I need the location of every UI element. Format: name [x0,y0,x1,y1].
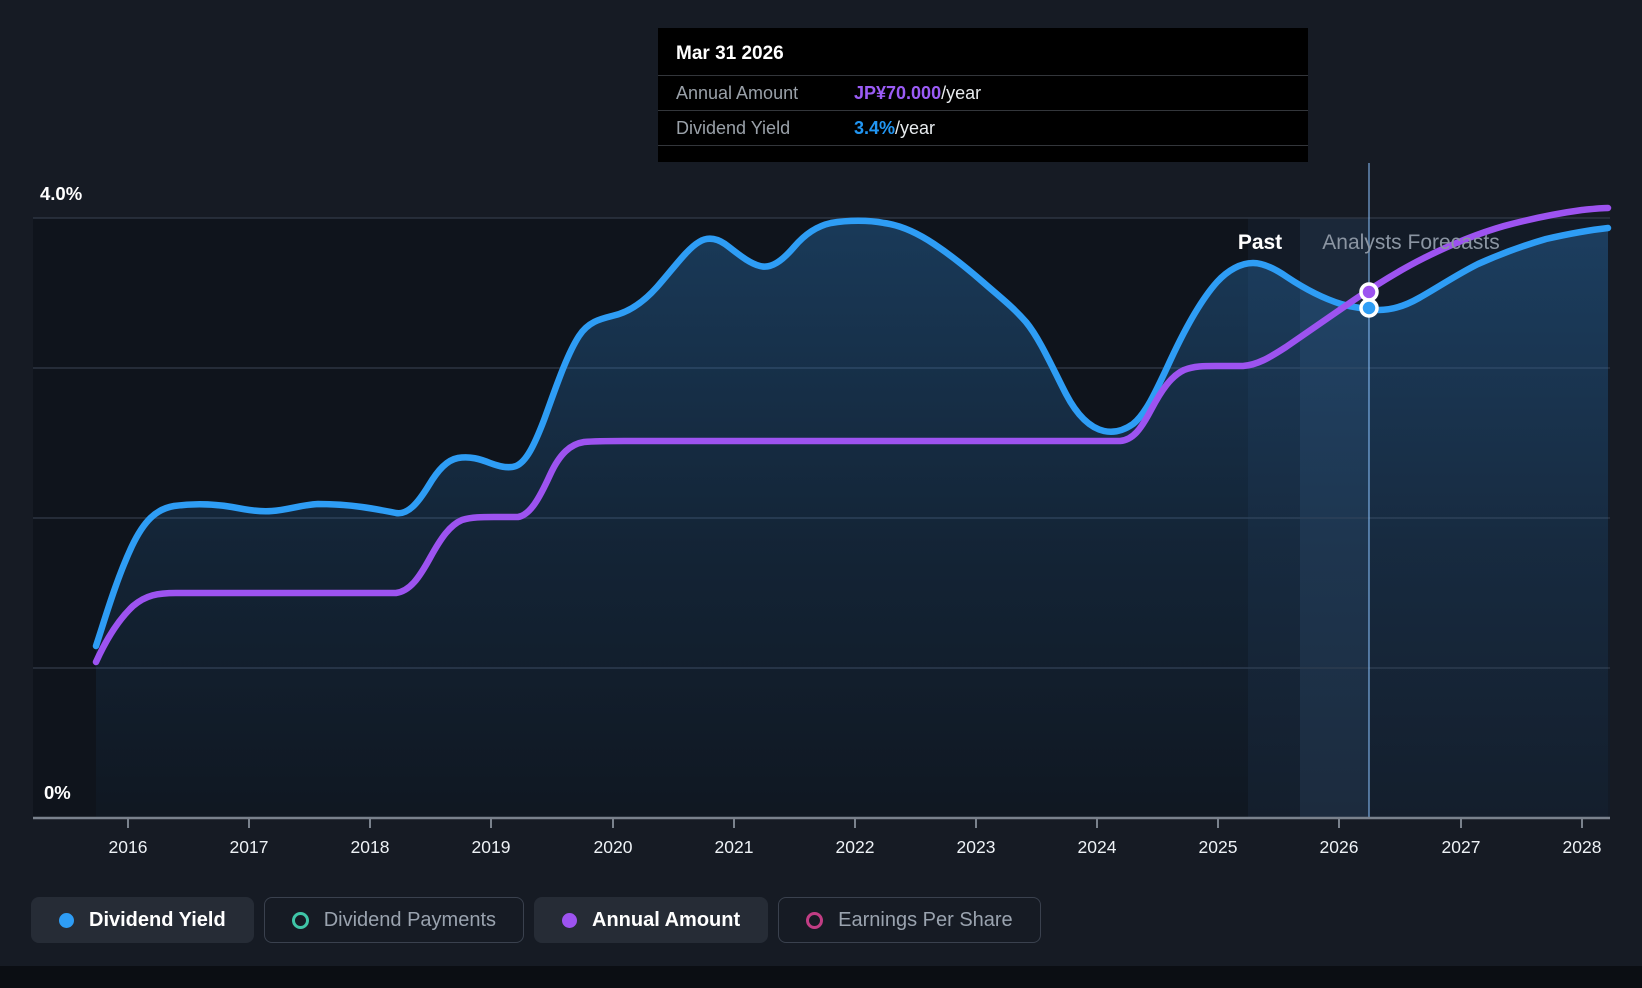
tooltip-unit: /year [895,117,936,138]
x-tick-label: 2026 [1320,837,1359,857]
past-label: Past [1238,231,1282,254]
x-tick-label: 2018 [351,837,390,857]
tooltip-date: Mar 31 2026 [658,28,1308,76]
x-tick-label: 2020 [594,837,633,857]
tooltip-unit: /year [941,82,982,103]
x-tick-label: 2021 [715,837,754,857]
dividend-yield-dot-icon [59,912,74,928]
x-tick-label: 2025 [1199,837,1238,857]
analysts-forecasts-label: Analysts Forecasts [1322,231,1499,254]
y-axis-label-top: 4.0% [40,183,82,204]
chart-legend: Dividend Yield Dividend Payments Annual … [31,897,1041,943]
x-tick-label: 2016 [109,837,148,857]
tooltip-value: JP¥70.000 [854,82,942,103]
dividend-yield-area [96,220,1608,818]
x-tick-label: 2027 [1442,837,1481,857]
dividend-yield-line [92,217,1612,650]
tooltip-label: Annual Amount [676,82,799,103]
x-tick-label: 2023 [957,837,996,857]
annual-amount-dot-icon [562,912,578,928]
x-tick-label: 2028 [1563,837,1602,857]
y-axis-label-bottom: 0% [44,782,71,803]
dividend-yield-marker [1359,298,1379,318]
legend-item-dividend-yield[interactable]: Dividend Yield [31,897,254,943]
annual-amount-line [92,204,1612,666]
tooltip-value: 3.4% [854,117,896,138]
legend-item-earnings-per-share[interactable]: Earnings Per Share [778,897,1041,943]
tooltip-row-dividend-yield: Dividend Yield 3.4%/year [658,111,1308,146]
tooltip-label: Dividend Yield [676,117,791,138]
legend-item-dividend-payments[interactable]: Dividend Payments [263,897,525,943]
legend-label: Dividend Payments [323,908,497,931]
x-axis-labels: 2016 2017 2018 2019 2020 2021 2022 2023 … [109,837,1602,857]
dividend-payments-ring-icon [291,911,309,929]
x-axis-ticks [127,818,1583,828]
x-tick-label: 2024 [1078,837,1117,857]
x-tick-label: 2019 [472,837,511,857]
bottom-edge-strip [0,966,1642,988]
legend-label: Earnings Per Share [838,908,1013,931]
earnings-per-share-ring-icon [806,911,824,929]
x-tick-label: 2022 [836,837,875,857]
legend-label: Dividend Yield [89,908,226,931]
legend-item-annual-amount[interactable]: Annual Amount [534,897,769,943]
tooltip-row-annual-amount: Annual Amount JP¥70.000/year [658,76,1308,111]
legend-label: Annual Amount [592,908,741,931]
x-tick-label: 2017 [230,837,269,857]
annual-amount-marker [1359,282,1379,302]
chart-tooltip: Mar 31 2026 Annual Amount JP¥70.000/year… [658,28,1308,162]
